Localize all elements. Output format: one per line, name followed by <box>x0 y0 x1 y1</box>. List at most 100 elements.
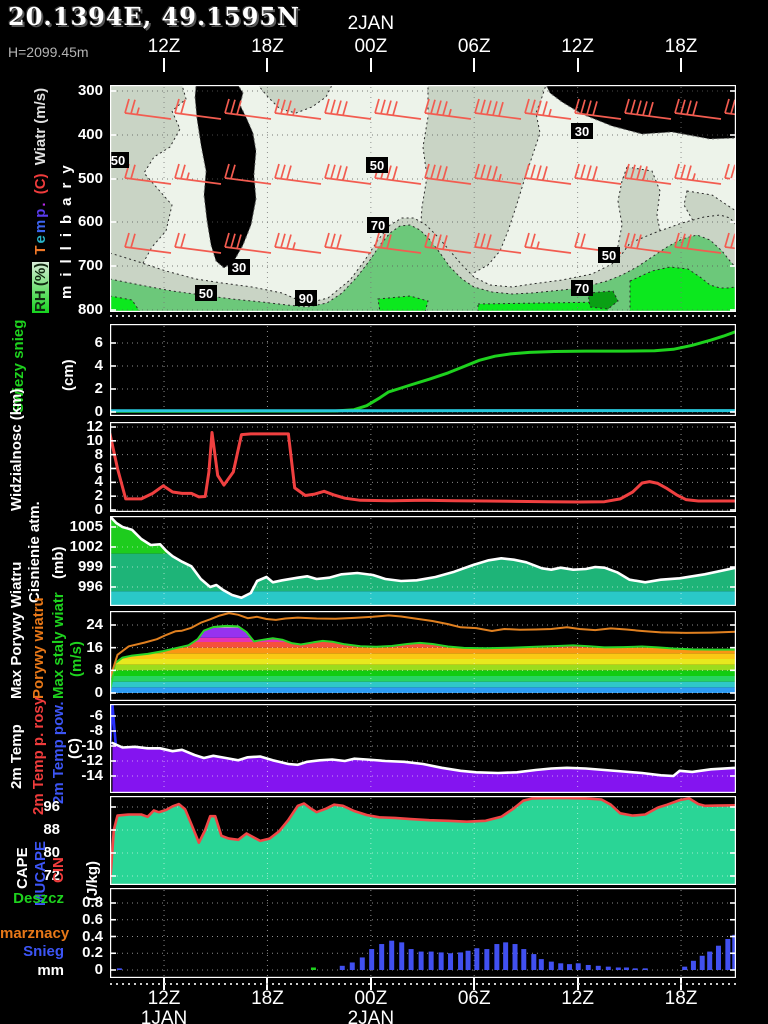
wind-barb <box>624 232 672 254</box>
wind-barb <box>174 232 222 254</box>
time-tick-label-bottom: 18Z <box>664 988 698 1009</box>
axis-label-segment: (C) <box>32 173 49 195</box>
wind-barb <box>174 98 222 120</box>
precip-bar <box>715 945 721 970</box>
wind-barb <box>524 98 572 120</box>
time-tick-label-bottom: 18Z <box>251 988 284 1009</box>
temp-ytick: -6 <box>89 707 103 724</box>
wind-barb <box>374 232 422 254</box>
axis-label-segment: 2m Temp <box>8 724 25 789</box>
wind-ytick: 8 <box>94 661 103 679</box>
precip-bar <box>116 968 122 970</box>
temp-ytick: -8 <box>89 722 103 739</box>
precip-bar <box>682 966 688 970</box>
axis-label-segment: p <box>32 208 49 218</box>
time-tick-label-top: 12Z <box>561 36 594 57</box>
vis-ytick: 2 <box>94 487 103 505</box>
contour-label: 50 <box>111 153 125 168</box>
time-tick-label-bottom: 06Z <box>457 988 491 1009</box>
time-tick-top <box>576 58 579 72</box>
wind-barb <box>574 98 622 120</box>
contour-label: 30 <box>232 260 246 275</box>
wind-barb <box>474 98 522 120</box>
precip-bar <box>548 961 554 970</box>
precip-ytick: 0.4 <box>82 927 103 945</box>
wind-barb <box>324 163 372 185</box>
precip-bar <box>595 965 601 970</box>
wind-axis-label: Max staly wiatr <box>50 591 67 700</box>
precip-bar <box>494 944 500 970</box>
wind-barb <box>274 163 322 185</box>
rh-cross-section-panel: 50 50 70 30 50 90 30 50 70 <box>110 85 736 312</box>
temp-axis-label: (C) <box>66 737 83 760</box>
snow-ytick: 2 <box>94 380 103 397</box>
wind-barb <box>674 98 722 120</box>
time-tick-top <box>266 58 269 72</box>
wind-barb <box>224 98 272 120</box>
precip-bar <box>575 963 581 970</box>
precip-bar <box>699 955 705 970</box>
axis-label-segment: RH (%) <box>32 261 49 313</box>
precip-bar <box>389 940 395 970</box>
cape-ytick: 80 <box>43 844 60 861</box>
cape-axis-label: CIN <box>50 856 67 884</box>
rh-ytick: 700 <box>77 257 103 274</box>
precip-bar <box>642 968 648 970</box>
wind-barb <box>224 163 272 185</box>
precip-bar <box>359 957 365 970</box>
rh-ytick: 400 <box>77 126 103 143</box>
wind-barb <box>374 98 422 120</box>
time-tick-label-top: 18Z <box>664 36 698 57</box>
precip-panel <box>110 888 736 978</box>
precip-bar <box>725 939 731 970</box>
precip-bar <box>521 949 527 970</box>
precip-bar <box>465 950 471 970</box>
page-title: 20.1394E, 49.1595N <box>8 2 301 31</box>
contour-label: 50 <box>199 286 213 301</box>
snow-panel <box>110 324 736 416</box>
wind-barb <box>424 232 472 254</box>
precip-ytick: 0 <box>94 961 103 978</box>
precip-bar <box>615 967 621 970</box>
precip-bar <box>458 952 464 970</box>
precip-ytick: 0.6 <box>82 910 103 928</box>
wind-barb <box>124 98 172 120</box>
temp-axis-label: 2m Temp <box>8 723 25 790</box>
precip-bar <box>379 944 385 970</box>
axis-label-segment: 2m Temp pow. <box>50 701 67 804</box>
station-height-label: H=2099.45m <box>8 44 89 60</box>
vis-ytick: 4 <box>94 473 103 491</box>
precip-bar <box>438 952 444 970</box>
precip-bar <box>605 966 611 970</box>
precip-left-label: Snieg <box>23 943 64 960</box>
vis-ytick: 6 <box>94 459 103 477</box>
time-tick-label-top: 00Z <box>354 36 388 57</box>
axis-label-segment: CIN <box>50 857 67 883</box>
precip-bar <box>690 960 696 970</box>
snow-ytick: 4 <box>94 357 103 374</box>
axis-label-segment: Widzialnosc (km) <box>8 388 25 511</box>
wind-barb <box>524 232 572 254</box>
temp-panel <box>110 704 736 793</box>
snow-ytick: 6 <box>94 334 103 351</box>
axis-label-segment: (mb) <box>50 546 67 580</box>
contour-label: 50 <box>370 158 384 173</box>
wind-ytick: 16 <box>86 638 103 656</box>
axis-label-segment: Max Porywy Wiatru <box>8 561 25 699</box>
rh-ytick: 300 <box>77 82 103 99</box>
temp-ytick: -12 <box>81 752 103 769</box>
bottom-day-label: 1JAN <box>140 1008 188 1024</box>
precip-bar <box>339 965 345 970</box>
axis-label-segment: Wiatr (m/s) <box>32 87 49 166</box>
precip-bar <box>732 934 736 970</box>
wind-barb <box>424 163 472 185</box>
precip-left-label: marznacy <box>0 925 70 942</box>
time-tick-top <box>473 58 476 72</box>
wind-barb <box>474 232 522 254</box>
snow-ytick: 0 <box>94 403 103 420</box>
precip-bar <box>428 951 434 970</box>
wind-barb <box>674 232 722 254</box>
contour-label: 30 <box>575 124 589 139</box>
precip-bar <box>503 942 509 970</box>
